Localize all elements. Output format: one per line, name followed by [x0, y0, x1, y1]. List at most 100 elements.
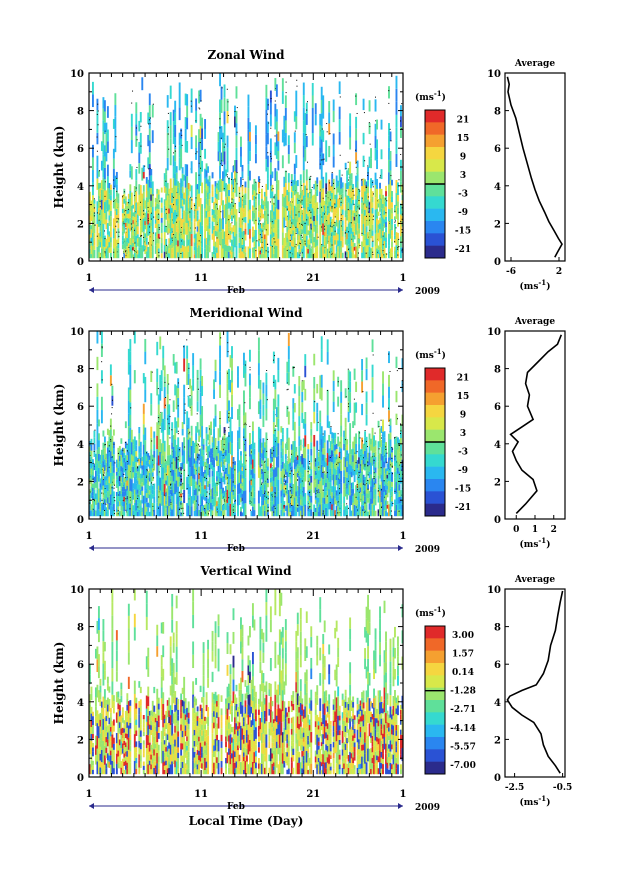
- y-tick-label: 8: [77, 365, 84, 376]
- y-tick-label: 6: [77, 144, 84, 155]
- colorbar-tick-label: 15: [457, 392, 470, 402]
- colorbar-swatch: [425, 503, 445, 517]
- month-axis-arrow-right: [398, 287, 403, 293]
- x-tick-label: 1: [86, 789, 93, 800]
- x-axis-label: Local Time (Day): [189, 814, 304, 828]
- colorbar-swatch: [425, 761, 445, 775]
- y-tick-label: 2: [77, 477, 84, 488]
- colorbar-swatch: [425, 184, 445, 197]
- colorbar-tick-label: -7.00: [450, 761, 476, 771]
- colorbar-swatch: [425, 171, 445, 185]
- average-x-label: (ms-1): [520, 278, 551, 292]
- colorbar-swatch: [425, 368, 445, 381]
- colorbar-tick-label: -1.28: [450, 687, 476, 697]
- average-profile-line: [506, 76, 563, 258]
- colorbar-swatch: [425, 626, 445, 639]
- heatmap-area: [89, 73, 403, 259]
- colorbar-swatch: [425, 724, 445, 738]
- month-axis-arrow-right: [398, 803, 403, 809]
- colorbar-tick-label: -9: [458, 466, 468, 476]
- colorbar-swatch: [425, 429, 445, 443]
- average-y-tick-label: 6: [494, 660, 501, 671]
- colorbar-tick-label: 0.14: [452, 668, 474, 678]
- colorbar-tick-label: -21: [455, 245, 471, 255]
- colorbar-swatch: [425, 110, 445, 123]
- y-tick-label: 0: [77, 257, 84, 268]
- average-x-tick-label: -0.5: [553, 783, 572, 793]
- y-axis-label: Height (km): [52, 384, 66, 467]
- x-tick-label: 11: [194, 789, 208, 800]
- colorbar-swatch: [425, 134, 445, 148]
- average-y-tick-label: 0: [494, 515, 501, 526]
- average-x-label: (ms-1): [520, 794, 551, 808]
- month-axis-arrow-left: [89, 287, 94, 293]
- colorbar-tick-label: 3: [460, 171, 466, 181]
- colorbar-swatch: [425, 417, 445, 430]
- colorbar-tick-label: -3: [458, 447, 468, 457]
- y-axis-label: Height (km): [52, 642, 66, 725]
- x-tick-label: 11: [194, 273, 208, 284]
- year-label: 2009: [415, 803, 440, 813]
- average-x-tick-label: -2.5: [505, 783, 524, 793]
- colorbar-swatch: [425, 147, 445, 160]
- colorbar-unit: (ms-1): [415, 89, 446, 103]
- colorbar-tick-label: -4.14: [450, 724, 476, 734]
- average-panel: Average 0 2 4 6 8 10 -2.5 -0.5(ms-1): [487, 575, 572, 808]
- colorbar-swatch: [425, 700, 445, 713]
- panel-title: Vertical Wind: [199, 564, 292, 578]
- colorbar: 21 15 9 3 -3 -9 -15 -21 (ms-1): [415, 89, 471, 259]
- x-tick-label: 1: [86, 531, 93, 542]
- y-tick-label: 4: [77, 440, 84, 451]
- colorbar-swatch: [425, 405, 445, 418]
- year-label: 2009: [415, 287, 440, 297]
- colorbar-tick-label: 3.00: [452, 631, 474, 641]
- y-tick-label: 4: [77, 698, 84, 709]
- month-axis-arrow-left: [89, 545, 94, 551]
- colorbar-tick-label: 15: [457, 134, 470, 144]
- average-y-tick-label: 2: [494, 219, 501, 230]
- y-tick-label: 6: [77, 402, 84, 413]
- x-tick-label: 1: [400, 789, 407, 800]
- average-y-tick-label: 0: [494, 773, 501, 784]
- colorbar-swatch: [425, 479, 445, 492]
- average-x-tick-label: -6: [506, 267, 516, 277]
- colorbar-swatch: [425, 159, 445, 172]
- average-frame: [504, 72, 566, 262]
- average-y-tick-label: 4: [494, 698, 501, 709]
- colorbar-tick-label: -15: [455, 226, 471, 236]
- y-tick-label: 0: [77, 515, 84, 526]
- x-tick-label: 11: [194, 531, 208, 542]
- colorbar-swatch: [425, 687, 445, 701]
- month-label: Feb: [227, 286, 245, 296]
- month-label: Feb: [227, 802, 245, 812]
- average-y-tick-label: 2: [494, 735, 501, 746]
- colorbar-unit: (ms-1): [415, 347, 446, 361]
- colorbar-swatch: [425, 712, 445, 725]
- colorbar-swatch: [425, 221, 445, 234]
- colorbar-swatch: [425, 466, 445, 480]
- heatmap-area: [89, 589, 403, 775]
- panel-title: Zonal Wind: [208, 48, 286, 62]
- colorbar: 21 15 9 3 -3 -9 -15 -21 (ms-1): [415, 347, 471, 517]
- colorbar-tick-label: 9: [460, 152, 466, 162]
- x-tick-label: 21: [306, 531, 320, 542]
- y-tick-label: 10: [70, 69, 84, 80]
- colorbar-tick-label: -15: [455, 484, 471, 494]
- average-y-tick-label: 8: [494, 107, 501, 118]
- colorbar-swatch: [425, 442, 445, 455]
- average-y-tick-label: 10: [487, 585, 501, 596]
- month-axis-arrow-right: [398, 545, 403, 551]
- colorbar-swatch: [425, 454, 445, 467]
- average-frame: [504, 588, 566, 778]
- average-frame: [504, 330, 566, 520]
- average-x-tick-label: 1: [532, 525, 538, 535]
- y-tick-label: 0: [77, 773, 84, 784]
- average-y-tick-label: 10: [487, 327, 501, 338]
- average-y-tick-label: 6: [494, 402, 501, 413]
- x-tick-label: 21: [306, 789, 320, 800]
- colorbar-tick-label: 9: [460, 410, 466, 420]
